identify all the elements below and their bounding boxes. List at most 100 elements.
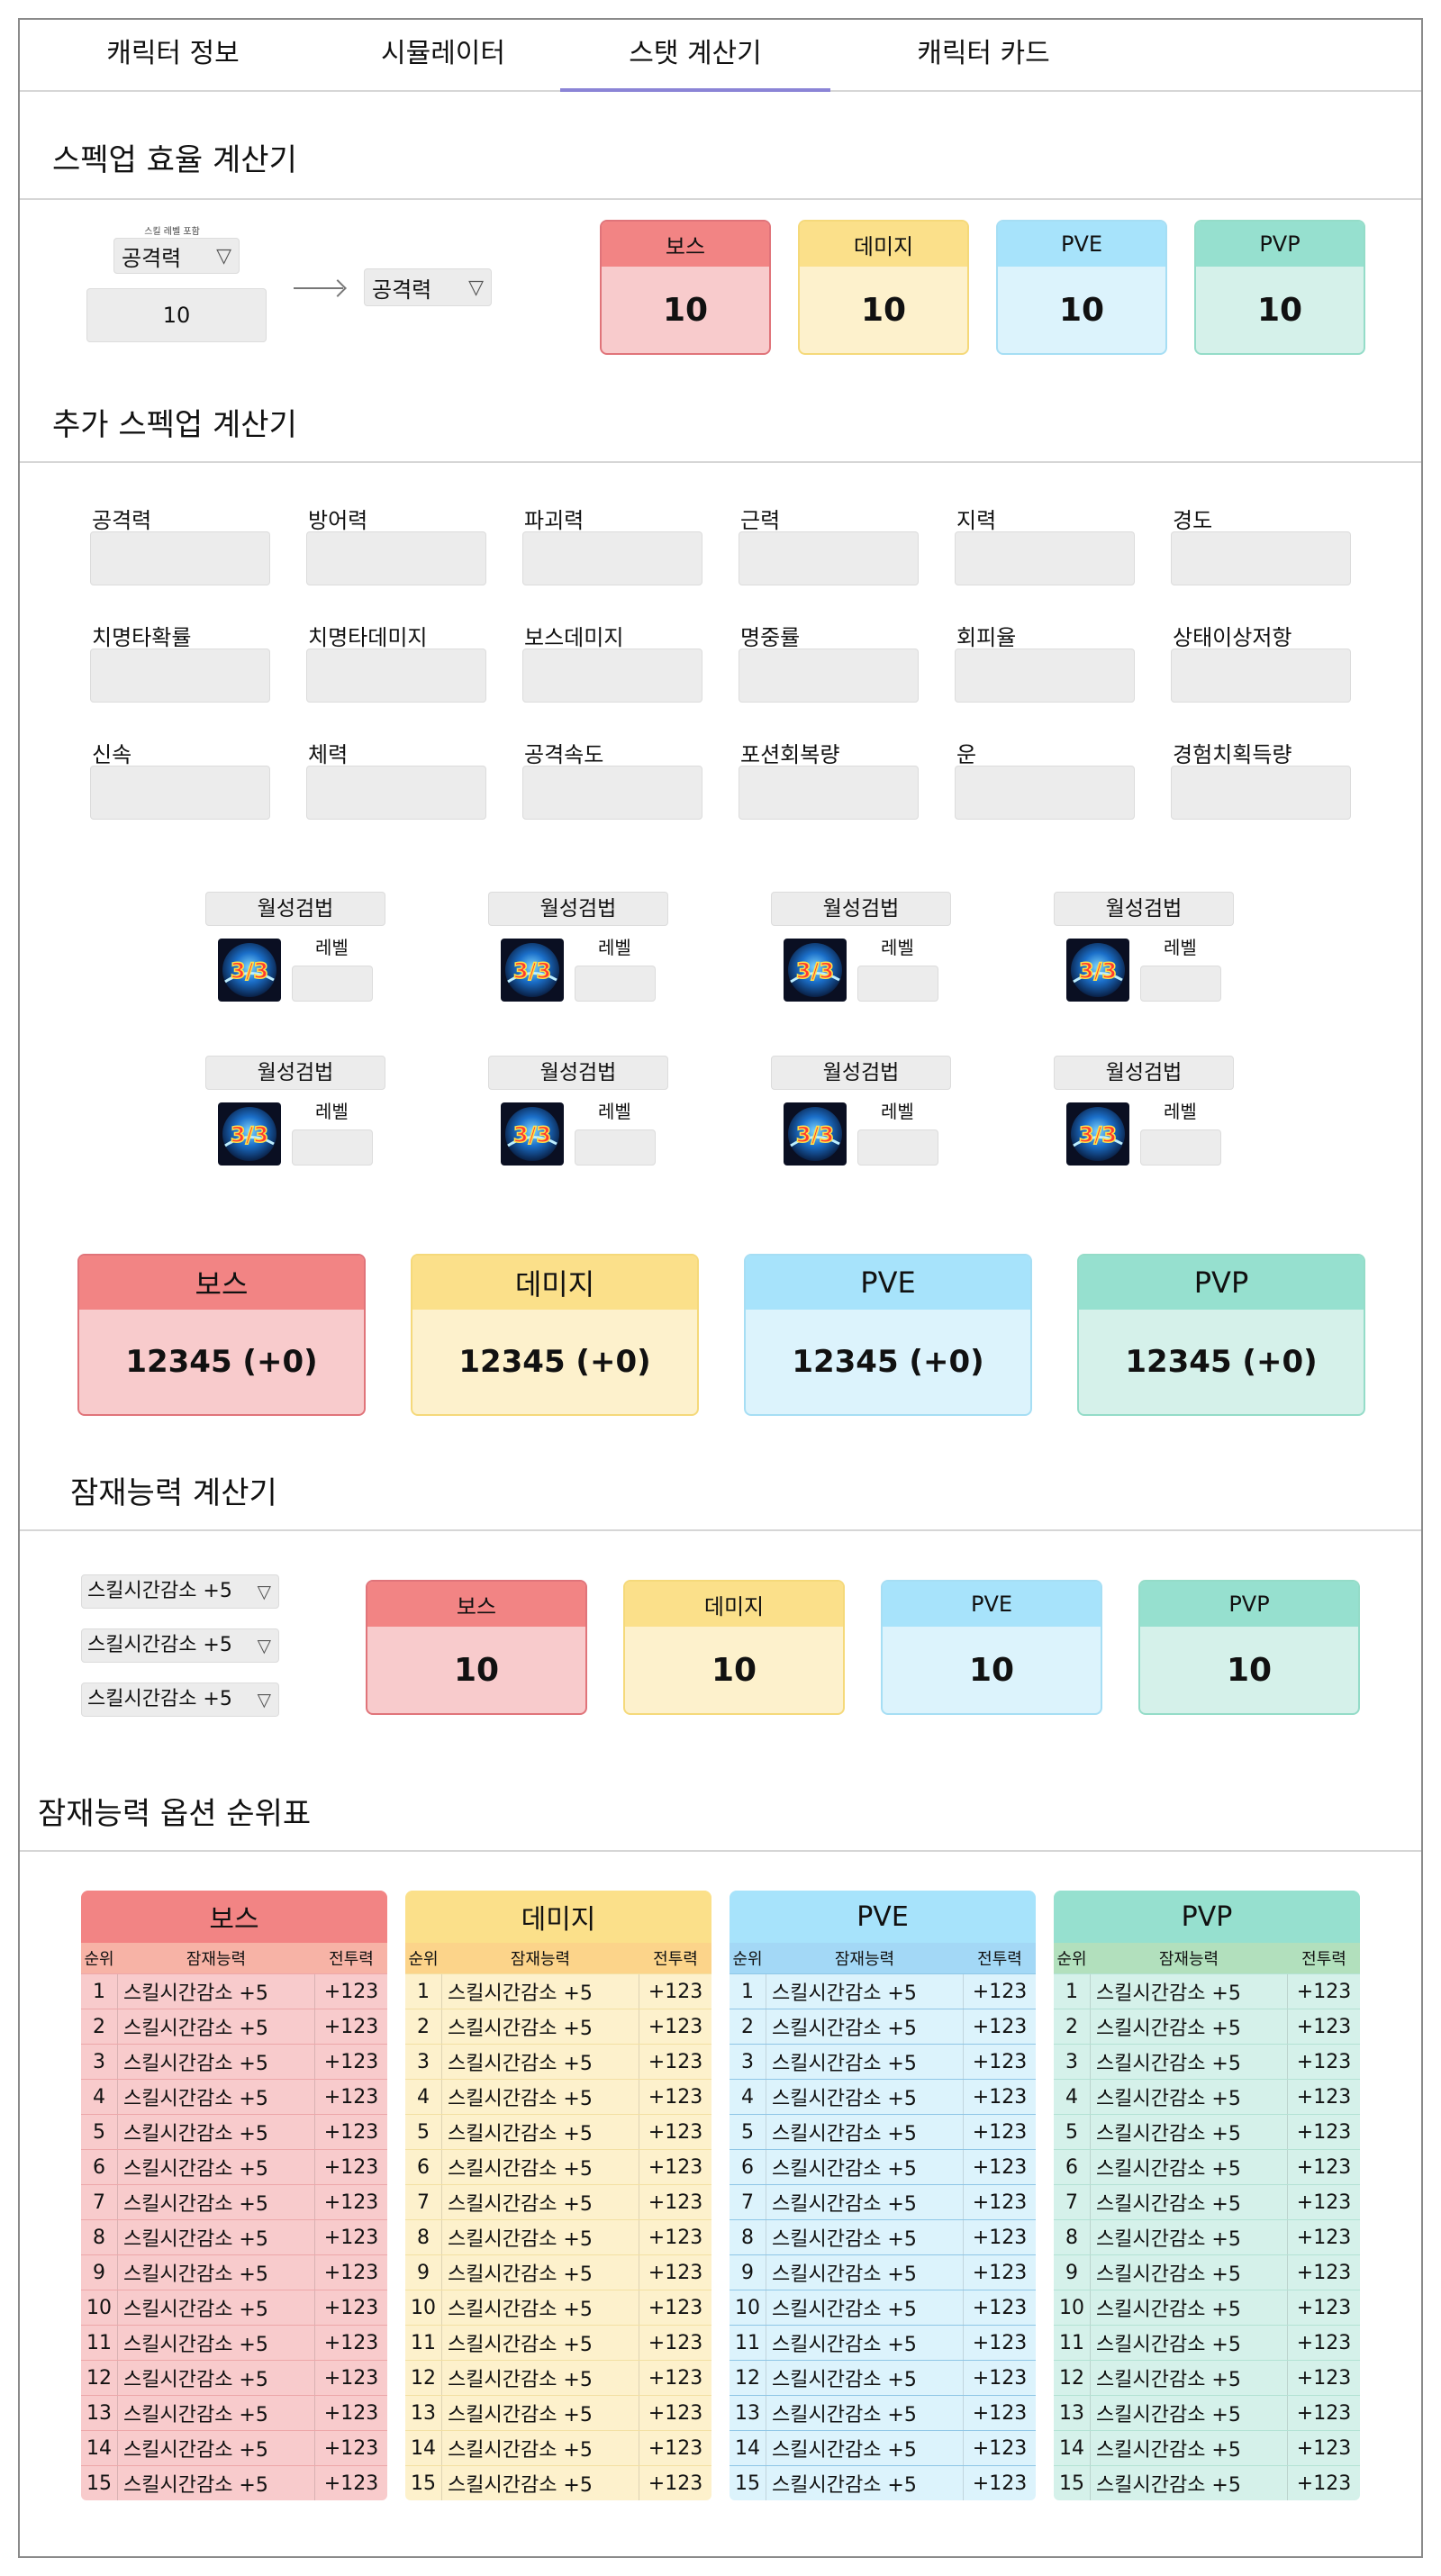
skill-level-input[interactable] [292,966,373,1002]
stat-input[interactable] [306,766,486,820]
skill-level-input[interactable] [1140,966,1221,1002]
skill-icon: 3/3 [784,1102,847,1166]
skill-select[interactable]: 월성검법 [488,892,668,926]
ranking-title: 잠재능력 옵션 순위표 [38,1796,312,1832]
cell-power: +123 [323,2261,379,2284]
cell-rank: 2 [1065,2015,1078,2038]
table-row: 8 스킬시간감소 +5 +123 [81,2219,387,2254]
skill-icon: 3/3 [784,939,847,1002]
cell-power: +123 [323,2296,379,2319]
skill-select[interactable]: 월성검법 [771,892,951,926]
skill-level-input[interactable] [575,1129,656,1166]
cell-rank: 7 [1065,2191,1078,2214]
stat-input[interactable] [1171,531,1351,585]
cell-option: 스킬시간감소 +5 [766,2396,964,2430]
cell-option: 스킬시간감소 +5 [766,1974,964,2009]
amount-input[interactable]: 10 [86,288,267,342]
cell-rank: 10 [1059,2296,1084,2319]
cell-rank: 6 [1065,2155,1078,2179]
skill-level-input[interactable] [1140,1129,1221,1166]
stat-input[interactable] [522,766,702,820]
card-value: 12345 (+0) [792,1344,984,1380]
stat-input[interactable] [306,649,486,703]
stat-input[interactable] [739,766,919,820]
stat-input[interactable] [90,531,270,585]
stat-input[interactable] [306,531,486,585]
column-header-power: 전투력 [1301,1950,1346,1969]
card-value: 12345 (+0) [1125,1344,1318,1380]
skill-select[interactable]: 월성검법 [205,892,385,926]
spec-efficiency-title: 스펙업 효율 계산기 [52,142,297,178]
cell-rank: 14 [411,2436,436,2460]
cell-rank: 13 [411,2401,436,2425]
cell-option: 스킬시간감소 +5 [1090,2290,1288,2325]
skill-level-label: 레벨 [598,937,631,958]
table-row: 6 스킬시간감소 +5 +123 [405,2149,711,2184]
cell-rank: 6 [741,2155,754,2179]
skill-level-input[interactable] [857,1129,938,1166]
tab-character-info[interactable]: 캐릭터 정보 [106,38,240,69]
divider [20,461,1421,463]
cell-rank: 12 [735,2366,760,2390]
cell-power: +123 [1296,2472,1352,2495]
skill-icon-text: 3/3 [1079,1122,1117,1147]
stat-input[interactable] [955,531,1135,585]
skill-icon: 3/3 [501,1102,564,1166]
stat-input[interactable] [522,531,702,585]
column-header-rank: 순위 [1056,1950,1087,1969]
table-row: 4 스킬시간감소 +5 +123 [730,2079,1036,2114]
triangle-down-icon: ▽ [216,244,231,268]
column-header-power: 전투력 [329,1950,374,1969]
cell-power: +123 [972,2155,1028,2179]
cell-rank: 10 [86,2296,112,2319]
skill-select[interactable]: 월성검법 [771,1056,951,1090]
stat-input[interactable] [739,531,919,585]
cell-rank: 2 [741,2015,754,2038]
cell-rank: 4 [93,2085,105,2109]
stat-input[interactable] [1171,649,1351,703]
cell-power: +123 [648,2472,703,2495]
to-stat-select[interactable]: 공격력 ▽ [364,268,492,306]
cell-rank: 9 [1065,2261,1078,2284]
tab-simulator[interactable]: 시뮬레이터 [381,38,505,69]
skill-level-input[interactable] [575,966,656,1002]
skill-select[interactable]: 월성검법 [205,1056,385,1090]
cell-option: 스킬시간감소 +5 [1090,1974,1288,2009]
from-stat-select[interactable]: 공격력 ▽ [113,238,240,274]
skill-select[interactable]: 월성검법 [1054,1056,1234,1090]
card-label: PVE [746,1256,1030,1310]
skill-select[interactable]: 월성검법 [1054,892,1234,926]
stat-input[interactable] [955,766,1135,820]
skill-select[interactable]: 월성검법 [488,1056,668,1090]
table-row: 5 스킬시간감소 +5 +123 [1054,2114,1360,2149]
cell-rank: 11 [411,2331,436,2354]
potential-select-1[interactable]: 스킬시간감소 +5 ▽ [81,1574,279,1609]
table-row: 2 스킬시간감소 +5 +123 [81,2009,387,2044]
stat-input[interactable] [90,649,270,703]
potential-select-2[interactable]: 스킬시간감소 +5 ▽ [81,1628,279,1663]
cell-option: 스킬시간감소 +5 [441,2185,639,2219]
stat-input[interactable] [1171,766,1351,820]
skill-level-input[interactable] [857,966,938,1002]
table-row: 14 스킬시간감소 +5 +123 [1054,2430,1360,2465]
cell-rank: 1 [1065,1980,1078,2003]
table-row: 2 스킬시간감소 +5 +123 [405,2009,711,2044]
cell-option: 스킬시간감소 +5 [117,2255,315,2290]
cell-rank: 11 [735,2331,760,2354]
table-row: 1 스킬시간감소 +5 +123 [81,1973,387,2009]
table-row: 7 스킬시간감소 +5 +123 [81,2184,387,2219]
potential-select-3[interactable]: 스킬시간감소 +5 ▽ [81,1683,279,1717]
skill-level-input[interactable] [292,1129,373,1166]
ranking-table-pvp: PVP 순위 잠재능력 전투력 1 스킬시간감소 +5 +123 2 스킬시간감소 +5 +123… [1054,1891,1360,2500]
tab-stat-calculator[interactable]: 스탯 계산기 [560,20,830,92]
skill-icon: 3/3 [1066,1102,1129,1166]
stat-input[interactable] [739,649,919,703]
table-row: 12 스킬시간감소 +5 +123 [1054,2360,1360,2395]
tab-character-card[interactable]: 캐릭터 카드 [917,38,1050,69]
stat-input[interactable] [522,649,702,703]
stat-input[interactable] [90,766,270,820]
stat-input[interactable] [955,649,1135,703]
stat-label: 공격속도 [524,742,604,767]
extra-pve-card: PVE 12345 (+0) [744,1254,1032,1416]
ranking-header-row: 순위 잠재능력 전투력 [1054,1943,1360,1973]
